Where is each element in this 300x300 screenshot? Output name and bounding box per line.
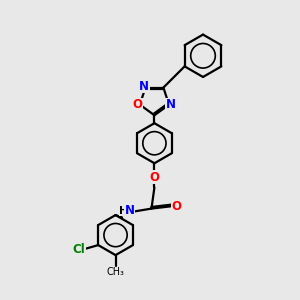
Text: O: O bbox=[133, 98, 142, 111]
Text: H: H bbox=[119, 206, 128, 216]
Text: N: N bbox=[139, 80, 149, 93]
Text: N: N bbox=[125, 205, 135, 218]
Text: O: O bbox=[172, 200, 182, 213]
Text: N: N bbox=[166, 98, 176, 111]
Text: Cl: Cl bbox=[73, 243, 85, 256]
Text: O: O bbox=[149, 171, 159, 184]
Text: CH₃: CH₃ bbox=[106, 267, 124, 277]
